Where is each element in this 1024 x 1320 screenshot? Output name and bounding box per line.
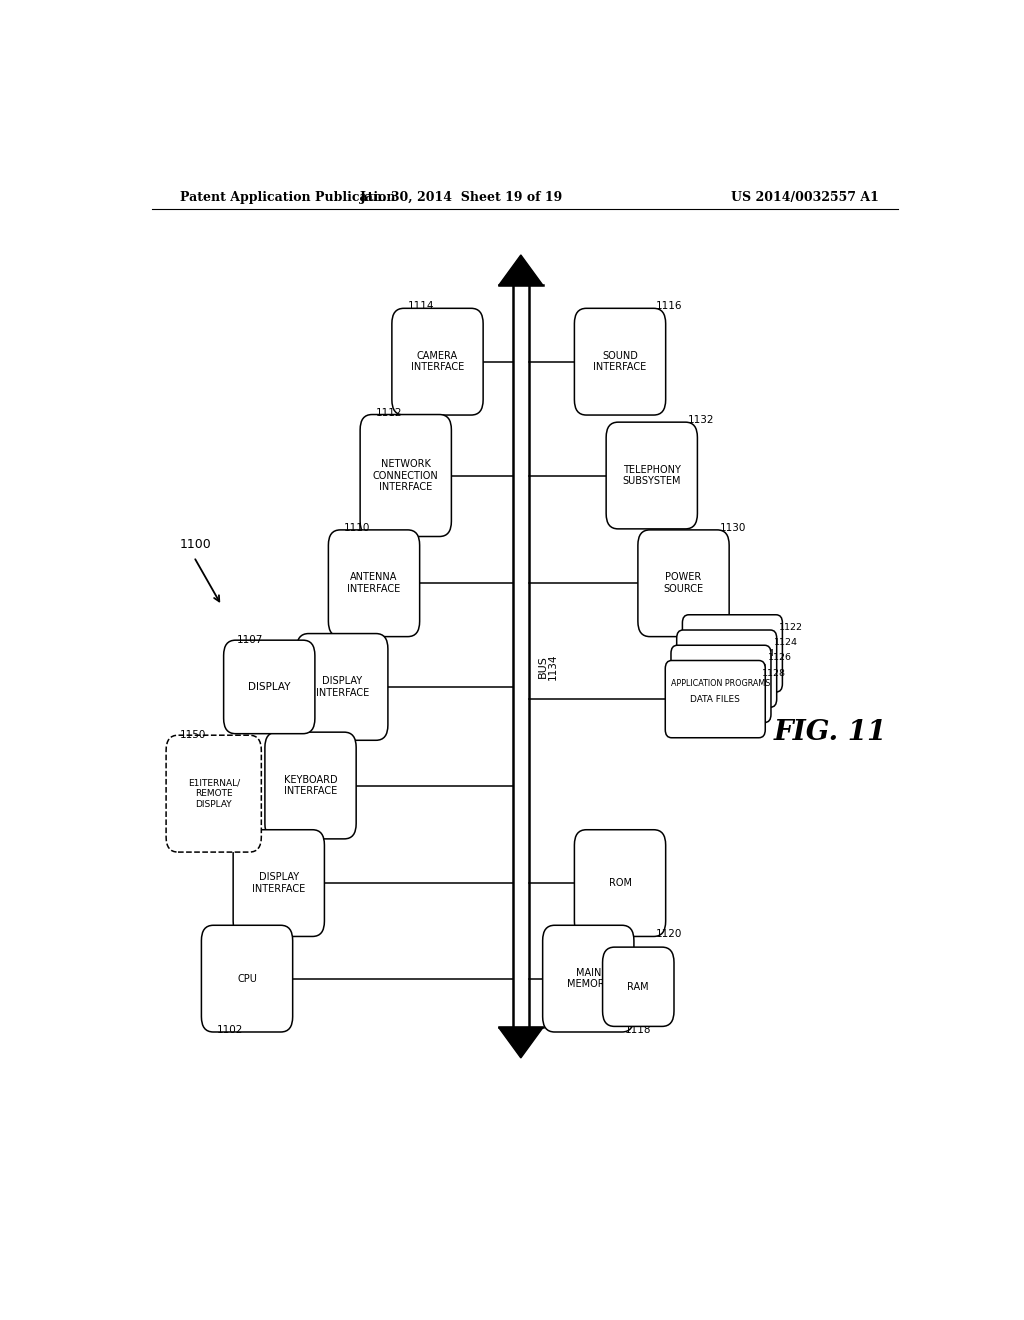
Text: ANTENNA
INTERFACE: ANTENNA INTERFACE	[347, 573, 400, 594]
Text: 1124: 1124	[773, 638, 798, 647]
Text: 1150: 1150	[179, 730, 206, 741]
FancyBboxPatch shape	[202, 925, 293, 1032]
Text: NETWORK
CONNECTION
INTERFACE: NETWORK CONNECTION INTERFACE	[373, 459, 438, 492]
FancyBboxPatch shape	[265, 733, 356, 840]
Text: 1110: 1110	[344, 523, 371, 533]
Polygon shape	[499, 1027, 543, 1057]
FancyBboxPatch shape	[574, 830, 666, 936]
Text: 1118: 1118	[625, 1024, 651, 1035]
FancyBboxPatch shape	[543, 925, 634, 1032]
Text: 1102: 1102	[217, 1024, 244, 1035]
FancyBboxPatch shape	[671, 645, 771, 722]
FancyBboxPatch shape	[392, 309, 483, 414]
Text: BUS: BUS	[538, 655, 548, 678]
Text: DISPLAY
INTERFACE: DISPLAY INTERFACE	[252, 873, 305, 894]
Text: 1116: 1116	[656, 301, 683, 312]
Text: 1108: 1108	[312, 733, 339, 743]
Text: Jan. 30, 2014  Sheet 19 of 19: Jan. 30, 2014 Sheet 19 of 19	[359, 190, 563, 203]
FancyBboxPatch shape	[297, 634, 388, 741]
FancyBboxPatch shape	[166, 735, 261, 853]
Text: DISPLAY
INTERFACE: DISPLAY INTERFACE	[315, 676, 369, 698]
Text: FIG. 11: FIG. 11	[774, 719, 887, 746]
Text: 1114: 1114	[408, 301, 434, 312]
Text: KEYBOARD
INTERFACE: KEYBOARD INTERFACE	[284, 775, 337, 796]
Text: TELEPHONY
SUBSYSTEM: TELEPHONY SUBSYSTEM	[623, 465, 681, 486]
Text: CPU: CPU	[238, 974, 257, 983]
FancyBboxPatch shape	[606, 422, 697, 529]
Text: RAM: RAM	[628, 982, 649, 991]
Text: DATA FILES: DATA FILES	[690, 694, 740, 704]
Text: US 2014/0032557 A1: US 2014/0032557 A1	[731, 190, 879, 203]
FancyBboxPatch shape	[329, 529, 420, 636]
Polygon shape	[499, 255, 543, 285]
Text: 1100: 1100	[179, 539, 211, 552]
Text: 1112: 1112	[376, 408, 402, 417]
Text: POWER
SOURCE: POWER SOURCE	[664, 573, 703, 594]
FancyBboxPatch shape	[360, 414, 452, 536]
Text: MAIN
MEMORY: MAIN MEMORY	[567, 968, 609, 990]
Text: 1107: 1107	[238, 635, 263, 645]
Text: Patent Application Publication: Patent Application Publication	[179, 190, 395, 203]
Text: E1ITERNAL/
REMOTE
DISPLAY: E1ITERNAL/ REMOTE DISPLAY	[187, 779, 240, 809]
Text: 1130: 1130	[720, 523, 746, 533]
FancyBboxPatch shape	[223, 640, 315, 734]
Text: 1126: 1126	[768, 653, 792, 663]
Text: 1122: 1122	[779, 623, 803, 632]
Text: APPLICATION PROGRAMS: APPLICATION PROGRAMS	[672, 680, 771, 688]
FancyBboxPatch shape	[682, 615, 782, 692]
FancyBboxPatch shape	[602, 948, 674, 1027]
Text: 1104: 1104	[249, 929, 275, 940]
FancyBboxPatch shape	[666, 660, 765, 738]
Text: 1132: 1132	[688, 416, 715, 425]
FancyBboxPatch shape	[638, 529, 729, 636]
FancyBboxPatch shape	[574, 309, 666, 414]
Text: 1120: 1120	[656, 929, 683, 940]
Text: 1128: 1128	[762, 669, 786, 677]
FancyBboxPatch shape	[233, 830, 325, 936]
Text: OPERATING SYSTEM: OPERATING SYSTEM	[687, 664, 766, 673]
Text: DISPLAY: DISPLAY	[248, 682, 291, 692]
Text: 1134: 1134	[548, 653, 558, 680]
FancyBboxPatch shape	[677, 630, 776, 708]
Text: SOUND
INTERFACE: SOUND INTERFACE	[593, 351, 647, 372]
Text: 1106: 1106	[281, 832, 307, 842]
Text: STORAGE MEDIUM: STORAGE MEDIUM	[691, 649, 774, 657]
Text: CAMERA
INTERFACE: CAMERA INTERFACE	[411, 351, 464, 372]
Text: ROM: ROM	[608, 878, 632, 888]
